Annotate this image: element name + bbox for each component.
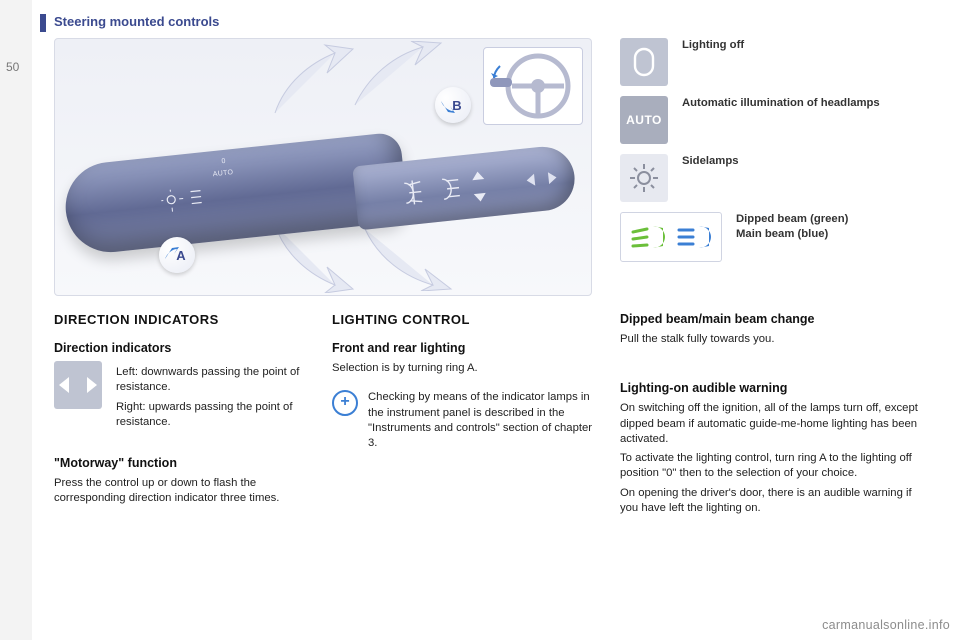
audible-warning-p3: On opening the driver's door, there is a… (620, 486, 930, 517)
header-accent (40, 14, 46, 32)
beam-change-text: Pull the stalk fully towards you. (620, 332, 930, 347)
bubble-b-arrow-icon (439, 99, 455, 115)
auto-icon-label: AUTO (626, 113, 662, 127)
lighting-modes-stack: Lighting off AUTO Automatic illumination… (620, 38, 940, 272)
lighting-control-column: LIGHTING CONTROL Front and rear lighting… (332, 306, 602, 451)
beam-icons-box (620, 212, 722, 262)
indicator-left-text: Left: downwards passing the point of res… (116, 365, 324, 396)
ring-auto-label: AUTO (212, 169, 233, 178)
ring-zero-label: 0 (221, 158, 226, 165)
steering-wheel-inset (483, 47, 583, 125)
callout-bubble-b: B (435, 87, 471, 123)
sidelamps-icon (620, 154, 668, 202)
lighting-off-icon (620, 38, 668, 86)
audible-warning-title: Lighting-on audible warning (620, 381, 930, 395)
direction-indicators-title: DIRECTION INDICATORS (54, 312, 324, 327)
mode-sidelamps-label: Sidelamps (682, 155, 739, 167)
beam-change-title: Dipped beam/main beam change (620, 312, 930, 326)
watermark: carmanualsonline.info (822, 618, 950, 632)
steering-wheel-icon (484, 48, 582, 124)
indicator-instructions-text: Left: downwards passing the point of res… (116, 361, 324, 434)
plus-info-icon: + (332, 390, 358, 416)
indicator-instructions-row: Left: downwards passing the point of res… (54, 361, 324, 434)
auto-icon: AUTO (620, 96, 668, 144)
margin-tab (0, 0, 32, 640)
turn-glyph-icon (526, 167, 558, 190)
stalk-illustration: 0 AUTO (54, 38, 592, 296)
callout-bubble-a: A (159, 237, 195, 273)
audible-warning-p1: On switching off the ignition, all of th… (620, 401, 930, 447)
info-reference-text: Checking by means of the indicator lamps… (368, 390, 602, 451)
audible-warning-p2: To activate the lighting control, turn r… (620, 451, 930, 482)
page: Steering mounted controls 50 0 AUTO (0, 0, 960, 640)
main-beam-label: Main beam (blue) (736, 228, 828, 240)
indicator-right-text: Right: upwards passing the point of resi… (116, 400, 324, 431)
direction-indicators-column: DIRECTION INDICATORS Direction indicator… (54, 306, 324, 511)
mode-auto-label: Automatic illumination of headlamps (682, 97, 880, 109)
left-right-arrow-icon (54, 361, 102, 409)
stalk-tip-glyphs (397, 163, 521, 215)
beam-change-column: Dipped beam/main beam change Pull the st… (620, 306, 930, 520)
mode-sidelamps-row: Sidelamps (620, 154, 940, 202)
direction-indicators-sub: Direction indicators (54, 341, 324, 355)
main-beam-icon (675, 222, 713, 252)
selection-text: Selection is by turning ring A. (332, 361, 602, 376)
bubble-a-arrow-icon (163, 247, 179, 263)
mode-beams-row: Dipped beam (green) Main beam (blue) (620, 212, 940, 262)
front-rear-sub: Front and rear lighting (332, 341, 602, 355)
mode-off-label: Lighting off (682, 39, 744, 51)
motion-arrow-down-2 (355, 229, 465, 291)
page-number: 50 (6, 60, 19, 74)
info-reference-block: + Checking by means of the indicator lam… (332, 390, 602, 451)
lighting-control-title: LIGHTING CONTROL (332, 312, 602, 327)
motorway-text: Press the control up or down to flash th… (54, 476, 324, 507)
dipped-beam-icon (629, 222, 667, 252)
mode-off-row: Lighting off (620, 38, 940, 86)
motorway-sub: "Motorway" function (54, 456, 324, 470)
dipped-beam-label: Dipped beam (green) (736, 213, 848, 225)
mode-auto-row: AUTO Automatic illumination of headlamps (620, 96, 940, 144)
stalk-glyphs (160, 185, 223, 225)
section-header: Steering mounted controls (54, 14, 219, 29)
